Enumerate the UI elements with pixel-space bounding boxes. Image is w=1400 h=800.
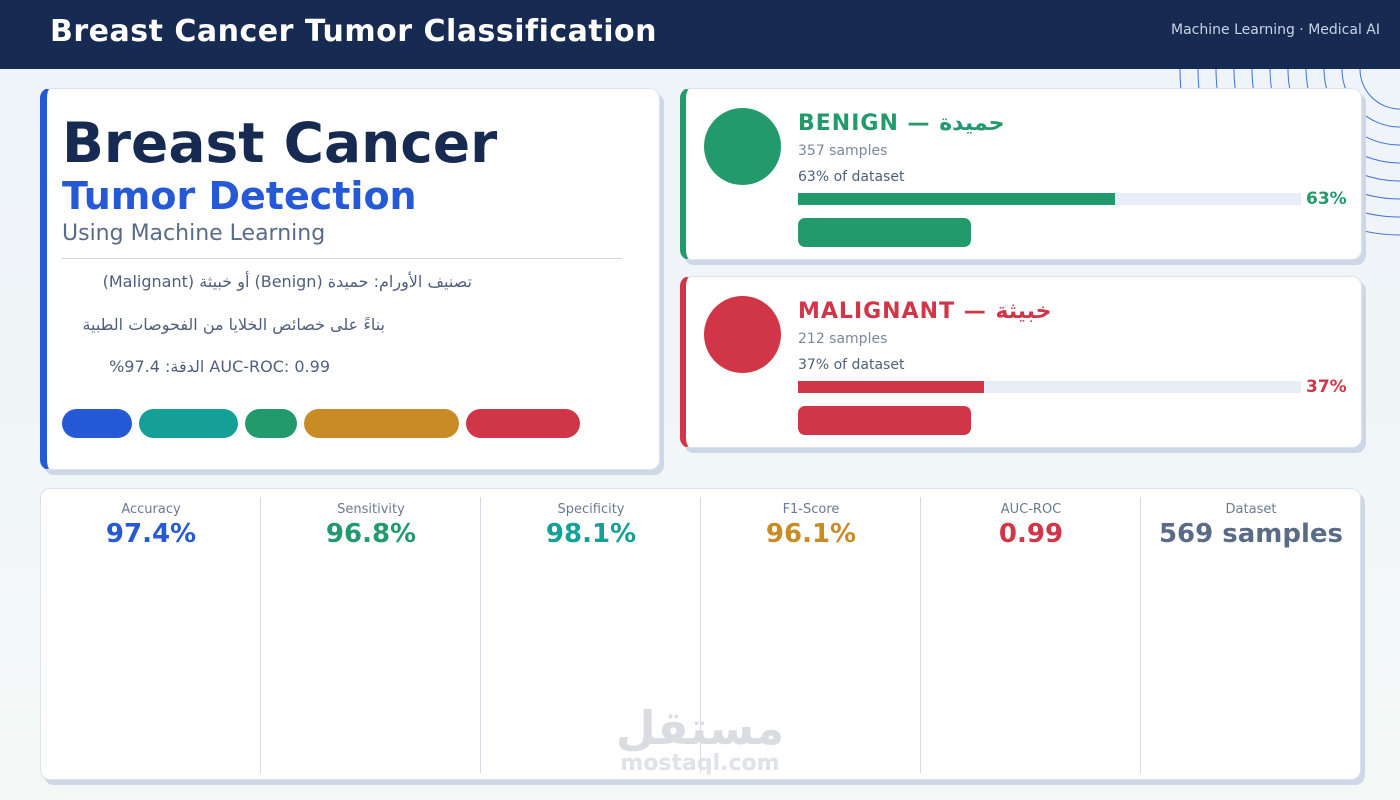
benign-button[interactable] — [798, 218, 971, 247]
metric-f1-score: F1-Score 96.1% — [701, 489, 921, 781]
hero-description-classes: تصنيف الأورام: حميدة (Benign) أو خبيثة (… — [102, 272, 472, 291]
metric-divider — [480, 497, 481, 773]
watermark-latin: mostaql.com — [620, 751, 780, 776]
malignant-percent: 37% — [1306, 377, 1347, 397]
tag-pill-green[interactable] — [245, 409, 297, 438]
page-title: Breast Cancer Tumor Classification — [50, 14, 658, 49]
metric-dataset: Dataset 569 samples — [1141, 489, 1361, 781]
hero-divider — [62, 258, 622, 259]
malignant-button[interactable] — [798, 406, 971, 435]
malignant-progress-fill — [798, 381, 985, 393]
hero-subtitle: Tumor Detection — [62, 174, 417, 218]
metric-divider — [260, 497, 261, 773]
malignant-dataset-share: 37% of dataset — [798, 357, 905, 373]
metric-divider — [1140, 497, 1141, 773]
metric-label: Specificity — [557, 502, 625, 517]
metric-divider — [700, 497, 701, 773]
metric-label: Dataset — [1225, 502, 1277, 517]
header-bar: Breast Cancer Tumor Classification Machi… — [0, 0, 1400, 69]
malignant-indicator-circle — [704, 296, 781, 373]
metric-value: 97.4% — [105, 519, 197, 549]
hero-description-metrics: AUC-ROC: 0.99 الدقة: 97.4% — [109, 357, 330, 376]
metric-label: AUC-ROC — [1000, 502, 1062, 517]
metric-value: 98.1% — [545, 519, 637, 549]
metric-divider — [920, 497, 921, 773]
metric-value: 96.8% — [325, 519, 417, 549]
watermark-arabic: مستقل — [615, 701, 785, 755]
metric-label: F1-Score — [782, 502, 840, 517]
benign-indicator-circle — [704, 108, 781, 185]
benign-sample-count: 357 samples — [798, 143, 888, 159]
metrics-panel: Accuracy 97.4% Sensitivity 96.8% Specifi… — [40, 488, 1361, 780]
metric-auc-roc: AUC-ROC 0.99 — [921, 489, 1141, 781]
benign-label: BENIGN — حميدة — [798, 111, 1005, 136]
hero-tagline: Using Machine Learning — [62, 221, 326, 246]
metric-value: 0.99 — [998, 519, 1064, 549]
tag-pill-blue[interactable] — [62, 409, 132, 438]
benign-progress-track — [798, 193, 1301, 205]
metric-value: 569 samples — [1158, 519, 1344, 549]
hero-title: Breast Cancer — [62, 111, 498, 175]
benign-percent: 63% — [1306, 189, 1347, 209]
metric-label: Sensitivity — [337, 502, 405, 517]
metric-accuracy: Accuracy 97.4% — [41, 489, 261, 781]
tag-pill-teal[interactable] — [139, 409, 238, 438]
benign-progress-fill — [798, 193, 1115, 205]
benign-card: BENIGN — حميدة 357 samples 63% of datase… — [680, 88, 1362, 260]
benign-dataset-share: 63% of dataset — [798, 169, 905, 185]
malignant-sample-count: 212 samples — [798, 331, 888, 347]
watermark-logo: مستقل mostaql.com — [600, 700, 800, 786]
metric-specificity: Specificity 98.1% — [481, 489, 701, 781]
hero-description-basis: بناءً على خصائص الخلايا من الفحوصات الطب… — [82, 315, 385, 334]
tag-pill-red[interactable] — [466, 409, 580, 438]
header-subtitle: Machine Learning · Medical AI — [1171, 22, 1380, 38]
tag-pill-amber[interactable] — [304, 409, 459, 438]
metric-value: 96.1% — [765, 519, 857, 549]
malignant-card: MALIGNANT — خبيثة 212 samples 37% of dat… — [680, 276, 1362, 448]
metric-sensitivity: Sensitivity 96.8% — [261, 489, 481, 781]
malignant-label: MALIGNANT — خبيثة — [798, 299, 1052, 324]
metric-label: Accuracy — [121, 502, 181, 517]
hero-card: Breast Cancer Tumor Detection Using Mach… — [40, 88, 660, 470]
malignant-progress-track — [798, 381, 1301, 393]
